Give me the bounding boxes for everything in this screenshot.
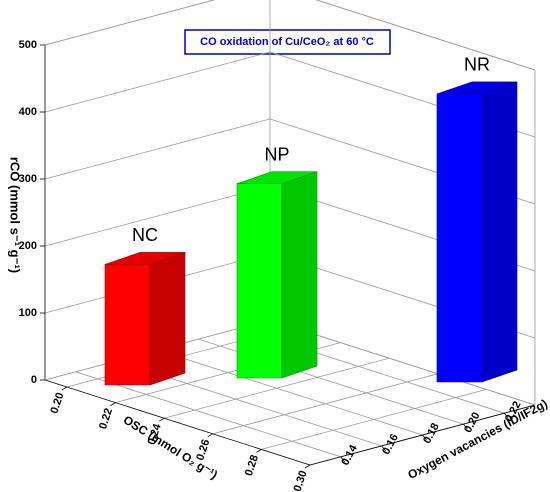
category-label: NC (132, 225, 158, 245)
z-tick (340, 456, 345, 463)
bar-top (236, 171, 318, 184)
y-tick-label: 0 (31, 374, 37, 386)
y-tick-label: 500 (19, 39, 37, 51)
bar-side (481, 81, 518, 383)
x-tick-label: 0.22 (97, 407, 115, 431)
z-tick (463, 423, 468, 430)
frame-line (315, 0, 536, 71)
bar-front (436, 93, 483, 383)
frame-line (44, 0, 216, 46)
axis-line (44, 379, 311, 466)
z-tick-label: 0.16 (380, 432, 401, 457)
x-tick (158, 417, 165, 422)
y-tick-label: 100 (19, 307, 37, 319)
bar-front (104, 264, 151, 386)
x-tick-label: 0.28 (243, 454, 261, 478)
grid-line (157, 349, 423, 436)
x-tick (61, 386, 68, 391)
chart-title: CO oxidation of Cu/CeO₂ at 60 °C (200, 36, 374, 48)
x-tick-label: 0.26 (194, 438, 212, 462)
grid-line (44, 118, 271, 180)
y-axis-label: rCO (mmol s⁻¹ g⁻¹) (8, 157, 23, 273)
bar-side (281, 171, 318, 379)
bar-top (104, 252, 186, 265)
y-tick-label: 300 (19, 173, 37, 185)
y-tick-label: 400 (19, 106, 37, 118)
z-tick (381, 445, 386, 452)
x-tick (207, 433, 213, 438)
z-tick (504, 412, 509, 419)
grid-line (75, 371, 341, 458)
z-tick-label: 0.18 (421, 421, 442, 446)
bar-front (236, 183, 283, 379)
grid-line (44, 51, 271, 113)
x-tick (304, 464, 311, 469)
x-tick (256, 449, 262, 453)
x-tick (110, 402, 116, 406)
z-tick-label: 0.14 (339, 442, 360, 467)
grid-line (44, 185, 271, 247)
axis-line (309, 404, 536, 466)
x-tick-label: 0.30 (292, 469, 310, 492)
title-box (184, 29, 391, 55)
x-tick-label: 0.20 (48, 391, 66, 415)
bar-top (436, 81, 518, 95)
category-label: NP (264, 144, 289, 164)
category-label: NR (464, 55, 490, 75)
bar-side (149, 251, 186, 386)
y-tick-label: 200 (19, 240, 37, 252)
z-tick (422, 434, 427, 441)
